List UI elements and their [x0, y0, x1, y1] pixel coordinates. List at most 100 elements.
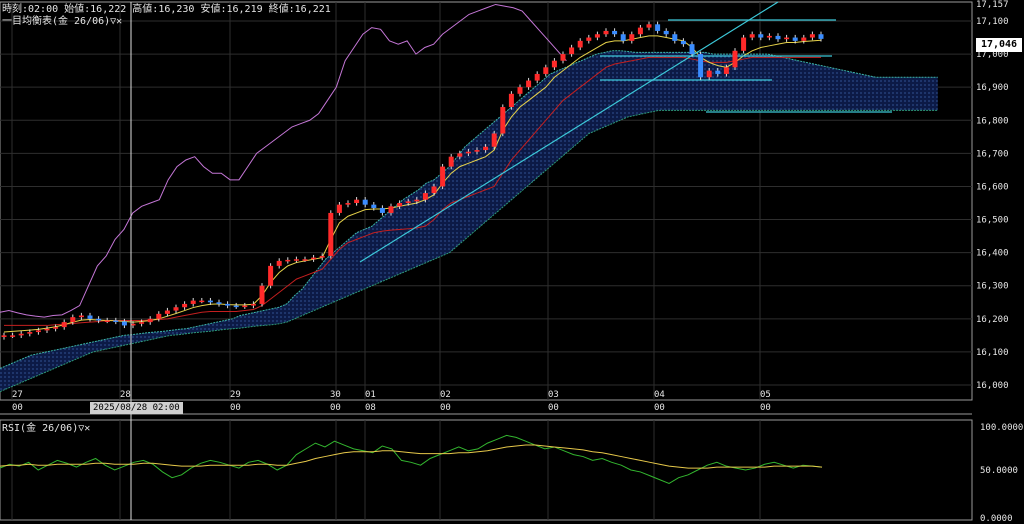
date-tick-label: 01: [365, 390, 376, 400]
trendline-rising[interactable]: [359, 1, 779, 263]
candle-body: [594, 34, 600, 38]
date-tick-label: 30: [330, 390, 341, 400]
candle-body: [448, 156, 454, 167]
candle-body: [336, 204, 342, 213]
main-plot-frame: [0, 1, 973, 401]
candle-body: [328, 212, 334, 256]
candle-body: [414, 199, 420, 202]
date-tick-label: 05: [760, 390, 771, 400]
hour-tick-label: 00: [230, 403, 241, 413]
candle-body: [35, 330, 41, 333]
price-tick-label: 16,900: [976, 83, 1009, 93]
rsi-signal-line: [0, 444, 823, 469]
candle-body: [233, 305, 239, 308]
price-tick-label: 16,300: [976, 282, 1009, 292]
candle-body: [207, 300, 213, 303]
time-axis: 27 28 29 30 01 02 03 04 05 00 00 00 08 00 00 00 00: [12, 390, 771, 413]
candle-body: [646, 24, 652, 28]
candle-body: [147, 318, 153, 323]
candle-body: [474, 150, 480, 152]
candle-body: [612, 30, 618, 35]
candle-body: [603, 30, 609, 35]
hour-tick-label: 00: [654, 403, 665, 413]
candle-body: [379, 207, 385, 213]
price-tick-label: 16,000: [976, 381, 1009, 391]
candle-body: [629, 34, 635, 41]
rsi-tick-label: 100.0000: [980, 423, 1023, 433]
ohlc-header: 時刻:02:00 始値:16,222 高値:16,230 安値:16,219 終…: [2, 4, 331, 15]
candle-body: [672, 34, 678, 41]
trendlines: [359, 1, 892, 263]
candle-body: [259, 285, 265, 304]
hour-tick-label: 00: [548, 403, 559, 413]
rsi-line: [0, 434, 823, 484]
candle-body: [698, 54, 704, 78]
candle-body: [543, 67, 549, 74]
candle-body: [689, 44, 695, 55]
candle-body: [173, 307, 179, 311]
rsi-indicator-label[interactable]: RSI(金 26/06)▽✕: [2, 423, 91, 434]
candle-body: [586, 37, 592, 41]
candle-body: [87, 315, 93, 319]
candle-body: [302, 259, 308, 261]
candle-body: [741, 37, 747, 51]
candle-body: [10, 335, 16, 337]
candle-body: [775, 35, 781, 40]
candle-body: [53, 327, 59, 329]
candle-body: [354, 199, 360, 203]
price-tick-label: 16,600: [976, 182, 1009, 192]
candle-body: [96, 318, 102, 321]
candle-body: [242, 305, 248, 308]
price-axis: 17,157 17,100 17,000 16,900 16,800 16,700 16,6…: [976, 0, 1009, 391]
candle-body: [156, 313, 162, 319]
hour-tick-label: 00: [12, 403, 23, 413]
candle-body: [182, 303, 188, 308]
candle-body: [534, 73, 540, 81]
candle-body: [723, 67, 729, 74]
date-tick-label: 04: [654, 390, 665, 400]
price-tick-label: 17,000: [976, 50, 1009, 60]
candle-body: [663, 30, 669, 35]
candle-body: [551, 60, 557, 68]
cloud-area: [0, 50, 938, 392]
candle-body: [405, 201, 411, 203]
indicator-label[interactable]: 一目均衡表(金 26/06)▽✕: [2, 16, 123, 27]
kijun-line: [4, 56, 821, 326]
price-tick-label: 17,100: [976, 17, 1009, 27]
candle-body: [190, 300, 196, 304]
rsi-lines: [0, 434, 823, 484]
candle-body: [371, 204, 377, 208]
candle-body: [70, 317, 76, 323]
candle-body: [397, 203, 403, 207]
price-tick-label: 16,800: [976, 116, 1009, 126]
rsi-tick-label: 0.0000: [980, 514, 1013, 524]
candle-body: [130, 323, 136, 326]
crosshair-datetime-label: 2025/08/28 02:00: [90, 402, 183, 414]
candle-body: [27, 332, 33, 334]
candle-body: [758, 34, 764, 38]
candle-body: [517, 87, 523, 94]
candle-body: [577, 40, 583, 48]
candle-body: [655, 24, 661, 31]
candle-body: [680, 40, 686, 45]
candle-body: [784, 37, 790, 40]
candle-body: [422, 193, 428, 200]
candle-body: [121, 321, 127, 326]
candle-body: [749, 34, 755, 38]
candle-body: [715, 70, 721, 74]
candles: [1, 21, 824, 340]
candle-body: [431, 186, 437, 194]
date-tick-label: 02: [440, 390, 451, 400]
span-b-line: [0, 109, 938, 393]
candle-body: [818, 34, 824, 39]
candle-body: [250, 303, 256, 306]
price-tick-label: 16,700: [976, 149, 1009, 159]
candle-body: [362, 199, 368, 205]
current-price-label: 17,046: [976, 38, 1022, 52]
date-tick-label: 29: [230, 390, 241, 400]
candle-body: [61, 322, 67, 328]
candle-body: [78, 315, 84, 318]
price-tick-label: 16,200: [976, 315, 1009, 325]
candle-body: [44, 328, 50, 331]
